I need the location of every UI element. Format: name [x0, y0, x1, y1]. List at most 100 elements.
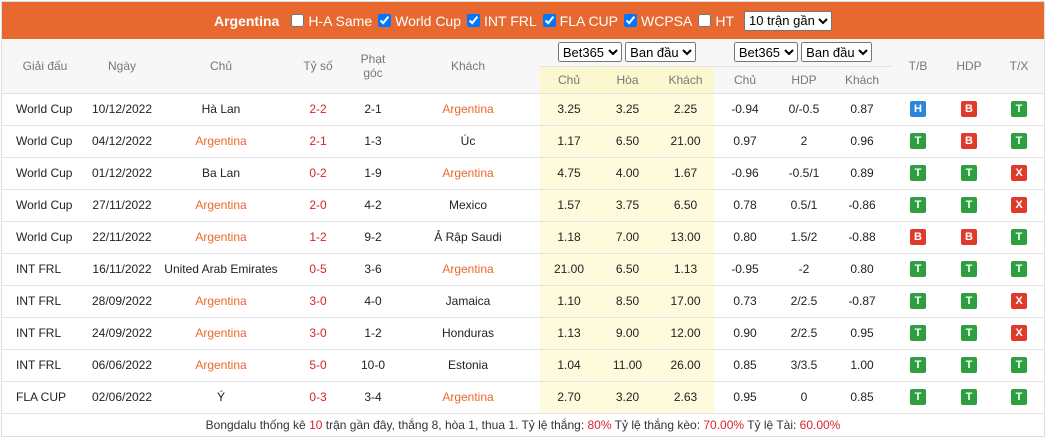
corners: 2-1: [350, 93, 396, 126]
odds: 26.00: [657, 349, 714, 382]
sub-col-header: Khách: [832, 66, 892, 94]
odds: 0.85: [714, 349, 776, 382]
result-cell: T: [994, 125, 1044, 158]
date: 16/11/2022: [88, 253, 156, 286]
match-row: FLA CUP 02/06/2022 Ý 0-3 3-4 Argentina 2.70 3.2…: [2, 381, 1044, 414]
col-header: T/B: [892, 39, 944, 94]
bookmaker-select[interactable]: Bet365: [733, 42, 798, 63]
date: 10/12/2022: [88, 93, 156, 126]
corners: 10-0: [350, 349, 396, 382]
filter-checkbox[interactable]: [378, 14, 392, 27]
league: World Cup: [2, 157, 88, 190]
result-badge: X: [1011, 165, 1027, 181]
date: 28/09/2022: [88, 285, 156, 318]
result-cell: T: [994, 381, 1044, 414]
date: 01/12/2022: [88, 157, 156, 190]
filter: HT: [698, 13, 734, 29]
odds: 0.87: [832, 93, 892, 126]
result-badge: T: [961, 197, 977, 213]
match-row: World Cup 27/11/2022 Argentina 2-0 4-2 Mexico…: [2, 189, 1044, 222]
filter-checkbox[interactable]: [291, 14, 305, 27]
odds: 8.50: [598, 285, 657, 318]
bookmaker-select[interactable]: Bet365: [557, 42, 622, 63]
result-badge: X: [1011, 197, 1027, 213]
score: 2-0: [286, 189, 350, 222]
score: 5-0: [286, 349, 350, 382]
match-table: Giải đấu Ngày Chủ Tỷ số Phạt góc Khách B…: [2, 39, 1044, 414]
summary-part: 10: [309, 417, 323, 432]
filter: World Cup: [378, 13, 461, 29]
result-badge: T: [1011, 133, 1027, 149]
odds: 0.80: [714, 221, 776, 254]
summary-part: 60.00%: [799, 417, 841, 432]
result-badge: T: [910, 165, 926, 181]
odds: 2.70: [540, 381, 598, 414]
result-cell: T: [892, 189, 944, 222]
summary-part: 70.00%: [703, 417, 745, 432]
match-row: World Cup 01/12/2022 Ba Lan 0-2 1-9 Argentina…: [2, 157, 1044, 190]
result-cell: T: [944, 253, 994, 286]
filter: FLA CUP: [542, 12, 619, 29]
result-badge: T: [910, 325, 926, 341]
summary-part: 80%: [587, 417, 612, 432]
away-team: Mexico: [396, 189, 540, 222]
date: 24/09/2022: [88, 317, 156, 350]
match-row: INT FRL 16/11/2022 United Arab Emirates 0-5…: [2, 253, 1044, 286]
result-cell: T: [892, 381, 944, 414]
period-select[interactable]: Ban đầu: [625, 42, 697, 63]
result-cell: T: [944, 189, 994, 222]
odds: 0.95: [714, 381, 776, 414]
result-badge: B: [961, 133, 977, 149]
league: World Cup: [2, 125, 88, 158]
sub-header: Chủ Hòa Khách Chủ HDP Khách: [2, 66, 1044, 94]
corners: 3-4: [350, 381, 396, 414]
filter-checkbox[interactable]: [624, 14, 638, 27]
sub-col-header: Chủ: [540, 66, 598, 94]
filter-checkbox[interactable]: [698, 14, 712, 27]
filter-checkbox[interactable]: [467, 14, 481, 27]
result-badge: T: [1011, 101, 1027, 117]
result-badge: H: [910, 101, 926, 117]
result-badge: T: [961, 389, 977, 405]
score: 0-3: [286, 381, 350, 414]
result-cell: T: [892, 157, 944, 190]
odds: 2.63: [657, 381, 714, 414]
odds: 21.00: [657, 125, 714, 158]
odds: 17.00: [657, 285, 714, 318]
score: 3-0: [286, 285, 350, 318]
odds: 0.96: [832, 125, 892, 158]
result-badge: T: [910, 197, 926, 213]
result-badge: B: [910, 229, 926, 245]
odds: 7.00: [598, 221, 657, 254]
result-badge: T: [1011, 357, 1027, 373]
match-row: World Cup 22/11/2022 Argentina 1-2 9-2 Ả Rập …: [2, 221, 1044, 254]
odds: 13.00: [657, 221, 714, 254]
match-count-select[interactable]: 10 trận gần: [744, 10, 833, 31]
match-row: World Cup 10/12/2022 Hà Lan 2-2 2-1 Argentina…: [2, 93, 1044, 126]
filter-checkbox[interactable]: [542, 14, 556, 27]
odds: 12.00: [657, 317, 714, 350]
odds: 1.5/2: [776, 221, 832, 254]
summary-part: Tỷ lệ thắng kèo:: [611, 417, 704, 432]
col-header: Khách: [396, 39, 540, 94]
filter: H-A Same: [291, 13, 372, 29]
summary-part: Bongdalu thống kê: [205, 417, 310, 432]
date: 02/06/2022: [88, 381, 156, 414]
result-cell: T: [892, 317, 944, 350]
filter-label: FLA CUP: [559, 12, 619, 29]
period-select[interactable]: Ban đầu: [801, 42, 873, 63]
away-team: Argentina: [396, 93, 540, 126]
match-row: World Cup 04/12/2022 Argentina 2-1 1-3 Úc 1.17…: [2, 125, 1044, 158]
sub-col-header: Hòa: [598, 66, 657, 94]
result-cell: T: [994, 349, 1044, 382]
result-cell: T: [994, 253, 1044, 286]
match-row: INT FRL 24/09/2022 Argentina 3-0 1-2 Honduras…: [2, 317, 1044, 350]
result-badge: T: [1011, 229, 1027, 245]
odds: -0.95: [714, 253, 776, 286]
odds: 6.50: [657, 189, 714, 222]
league: World Cup: [2, 189, 88, 222]
odds: 0.97: [714, 125, 776, 158]
odds: 9.00: [598, 317, 657, 350]
